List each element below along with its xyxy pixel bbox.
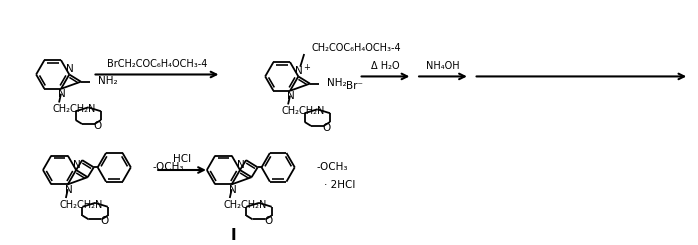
- Text: CH₂CH₂N: CH₂CH₂N: [223, 200, 267, 210]
- Text: O: O: [101, 216, 108, 226]
- Text: NH₂: NH₂: [98, 76, 118, 86]
- Text: CH₂CH₂N: CH₂CH₂N: [53, 104, 96, 114]
- Text: O: O: [322, 123, 331, 133]
- Text: N: N: [58, 89, 66, 99]
- Text: N: N: [287, 91, 295, 101]
- Text: Br⁻: Br⁻: [346, 81, 363, 91]
- Text: -OCH₃: -OCH₃: [152, 162, 184, 172]
- Text: CH₂COC₆H₄OCH₃-4: CH₂COC₆H₄OCH₃-4: [311, 43, 401, 53]
- Text: NH₄OH: NH₄OH: [426, 61, 460, 71]
- Text: HCl: HCl: [173, 154, 191, 164]
- Text: N: N: [229, 185, 237, 195]
- Text: I: I: [231, 228, 237, 243]
- Text: N: N: [73, 160, 81, 170]
- Text: O: O: [94, 121, 102, 131]
- Text: CH₂CH₂N: CH₂CH₂N: [282, 106, 325, 116]
- Text: CH₂CH₂N: CH₂CH₂N: [60, 200, 103, 210]
- Text: · 2HCl: · 2HCl: [324, 180, 355, 190]
- Text: NH₂: NH₂: [327, 78, 347, 88]
- Text: N: N: [295, 66, 303, 76]
- Text: -OCH₃: -OCH₃: [316, 162, 348, 172]
- Text: N: N: [65, 185, 73, 195]
- Text: BrCH₂COC₆H₄OCH₃-4: BrCH₂COC₆H₄OCH₃-4: [107, 59, 207, 69]
- Text: O: O: [264, 216, 272, 226]
- Text: Δ H₂O: Δ H₂O: [371, 61, 400, 71]
- Text: N: N: [66, 64, 74, 74]
- Text: N: N: [237, 160, 245, 170]
- Text: +: +: [303, 63, 309, 72]
